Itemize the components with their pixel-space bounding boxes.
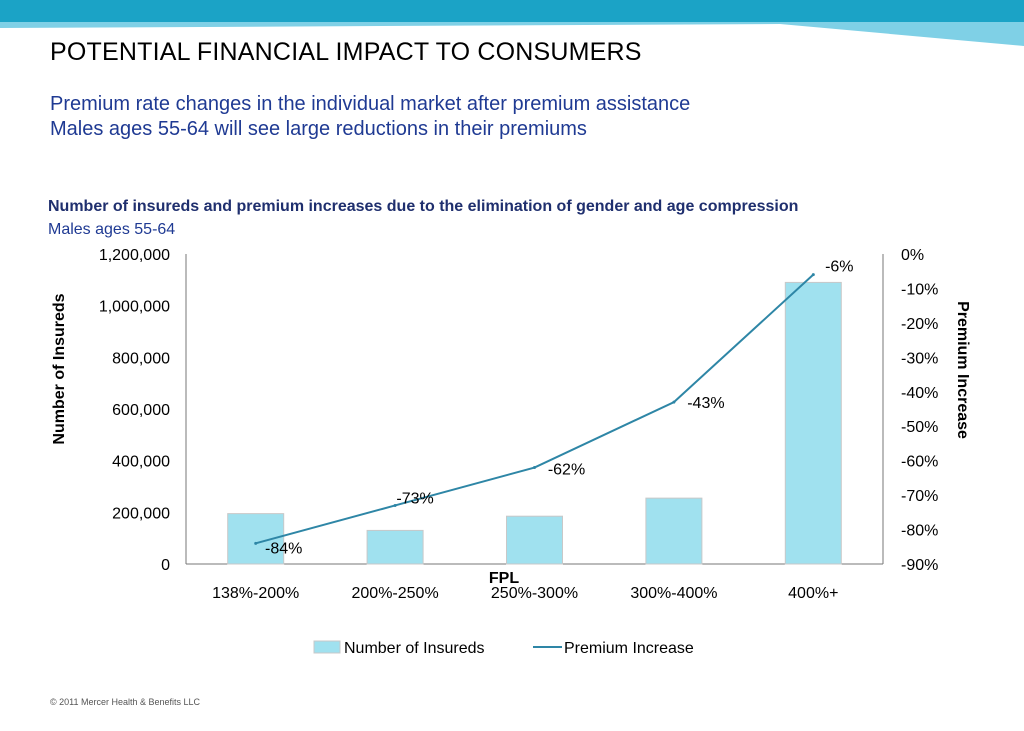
y-tick-label: 600,000 (112, 402, 170, 419)
header-band (0, 0, 1024, 46)
y2-axis-title: Premium Increase (954, 301, 971, 439)
legend-label-bars: Number of Insureds (344, 640, 485, 657)
line-point-3 (533, 466, 536, 470)
y-tick-label: 800,000 (112, 350, 170, 367)
legend-swatch-bars (313, 640, 341, 654)
y2-tick-label: -30% (901, 350, 938, 367)
line-data-label: -62% (548, 462, 585, 479)
y2-tick-label: -60% (901, 454, 938, 471)
y2-tick-label: -20% (901, 316, 938, 333)
y2-tick-label: -10% (901, 281, 938, 298)
y2-tick-label: -50% (901, 419, 938, 436)
y2-tick-label: -40% (901, 385, 938, 402)
line-point-1 (254, 541, 258, 545)
premium-increase-line (255, 273, 814, 545)
y-tick-label: 1,000,000 (99, 299, 170, 316)
x-tick-label: 400%+ (788, 585, 838, 602)
bar-3 (506, 515, 563, 565)
y2-tick-label: -90% (901, 557, 938, 574)
x-tick-label: 300%-400% (630, 585, 717, 602)
y-tick-label: 400,000 (112, 454, 170, 471)
chart-title: Number of insureds and premium increases… (48, 198, 799, 215)
line-point-5 (811, 273, 815, 277)
y2-tick-label: -70% (901, 488, 938, 505)
bar-2 (366, 529, 424, 565)
line-data-label: -43% (687, 395, 724, 412)
y-tick-label: 1,200,000 (99, 247, 170, 264)
x-tick-label: 138%-200% (212, 585, 299, 602)
y2-tick-label: -80% (901, 523, 938, 540)
chart-subtitle: Males ages 55-64 (48, 221, 176, 238)
bar-5 (784, 281, 842, 565)
line-point-2 (393, 503, 397, 507)
x-tick-label: 250%-300% (491, 585, 578, 602)
x-axis-title: FPL (489, 570, 519, 587)
line-data-label: -6% (825, 259, 853, 276)
copyright-text: © 2011 Mercer Health & Benefits LLC (50, 697, 201, 707)
y-tick-label: 200,000 (112, 505, 170, 522)
bar-4 (645, 497, 703, 565)
x-tick-label: 200%-250% (352, 585, 439, 602)
line-point-4 (672, 400, 676, 404)
subtitle-line-1: Premium rate changes in the individual m… (50, 93, 691, 115)
page-title: POTENTIAL FINANCIAL IMPACT TO CONSUMERS (50, 38, 642, 66)
legend-label-line: Premium Increase (564, 640, 694, 657)
line-data-label: -84% (265, 540, 302, 557)
subtitle-line-2: Males ages 55-64 will see large reductio… (50, 118, 587, 140)
y-axis-title: Number of Insureds (51, 293, 68, 444)
y-tick-label: 0 (161, 557, 170, 574)
line-data-label: -73% (396, 490, 433, 507)
y2-tick-label: 0% (901, 247, 924, 264)
